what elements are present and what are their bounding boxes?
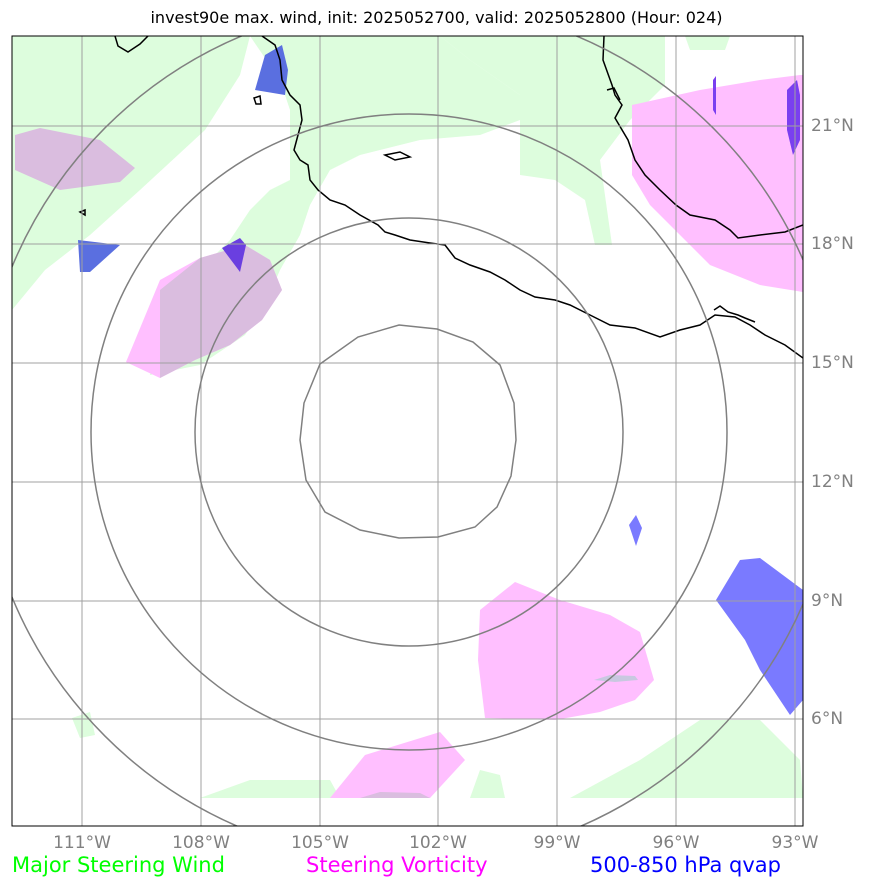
lat-label-9n: 9°N <box>811 591 844 611</box>
lon-label-93w: 93°W <box>771 833 819 853</box>
lat-label-12n: 12°N <box>811 472 854 492</box>
legend-qvap: 500-850 hPa qvap <box>590 853 781 877</box>
legend-steering-wind: Major Steering Wind <box>12 853 225 877</box>
overlap-shading <box>15 128 430 798</box>
map-frame <box>11 35 804 827</box>
lon-label-99w: 99°W <box>533 833 581 853</box>
map-title: invest90e max. wind, init: 2025052700, v… <box>150 8 723 27</box>
graticule <box>12 36 803 826</box>
lon-label-96w: 96°W <box>652 833 700 853</box>
lon-label-105w: 105°W <box>291 833 349 853</box>
lat-label-18n: 18°N <box>811 234 854 254</box>
lon-label-102w: 102°W <box>409 833 467 853</box>
lat-label-15n: 15°N <box>811 353 854 373</box>
distance-rings <box>12 36 803 826</box>
lon-label-111w: 111°W <box>53 833 111 853</box>
legend-steering-vorticity: Steering Vorticity <box>306 853 488 877</box>
lon-label-108w: 108°W <box>172 833 230 853</box>
lat-label-6n: 6°N <box>811 709 844 729</box>
lat-label-21n: 21°N <box>811 116 854 136</box>
steering-vorticity-shading <box>126 75 803 798</box>
